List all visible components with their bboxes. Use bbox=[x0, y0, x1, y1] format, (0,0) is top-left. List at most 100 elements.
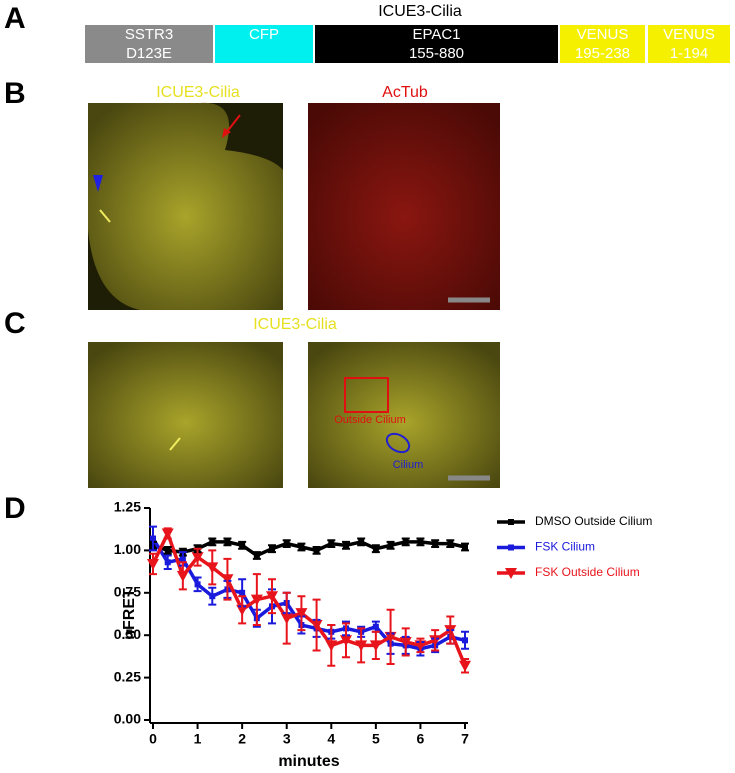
error-bar bbox=[223, 537, 232, 547]
y-axis-label: nFRET bbox=[121, 588, 138, 640]
error-bar bbox=[416, 537, 425, 547]
error-bar bbox=[193, 547, 202, 567]
chart: 0.00 0.25 0.50 0.75 1.00 1.25 0 1 2 3 4 5 6 7 nFRET min… bbox=[114, 499, 653, 771]
error-bar bbox=[208, 586, 217, 606]
image-title: ICUE3-Cilia bbox=[156, 84, 240, 101]
construct: SSTR3 D123E CFP EPAC1 155-880 VENUS 195-238 VEN… bbox=[85, 25, 730, 63]
error-bar bbox=[431, 539, 440, 549]
error-bar bbox=[163, 554, 172, 571]
panel-label: C bbox=[4, 307, 26, 340]
error-bar bbox=[446, 615, 455, 645]
error-bar bbox=[297, 542, 306, 552]
segment-label: EPAC1 bbox=[412, 26, 460, 43]
panel-label: A bbox=[4, 2, 26, 35]
error-bar bbox=[268, 544, 277, 554]
error-bar bbox=[297, 595, 306, 632]
x-tick-label: 3 bbox=[283, 731, 291, 747]
error-bar bbox=[357, 627, 366, 664]
micrograph bbox=[308, 342, 500, 488]
micrograph-dark bbox=[88, 102, 283, 310]
error-bar bbox=[461, 657, 469, 674]
arrowhead bbox=[93, 175, 103, 192]
error-bar bbox=[386, 608, 395, 666]
segment-label: 1-194 bbox=[670, 45, 708, 62]
error-bar bbox=[312, 598, 321, 652]
micrograph bbox=[88, 342, 283, 488]
x-tick-label: 6 bbox=[417, 731, 425, 747]
panel-label: D bbox=[4, 492, 26, 525]
error-bar bbox=[371, 630, 380, 660]
x-tick-label: 7 bbox=[461, 731, 469, 747]
construct-segment bbox=[560, 25, 645, 63]
error-bar bbox=[401, 537, 410, 547]
error-bar bbox=[282, 591, 291, 645]
error-bar bbox=[208, 537, 217, 547]
x-axis-label: minutes bbox=[278, 753, 339, 770]
legend-label: DMSO Outside Cilium bbox=[535, 514, 652, 528]
x-tick-label: 5 bbox=[372, 731, 380, 747]
x-tick-label: 4 bbox=[327, 731, 335, 747]
cilium bbox=[99, 209, 111, 223]
error-bar bbox=[223, 557, 232, 601]
error-bar bbox=[238, 540, 247, 550]
y-tick-label: 1.00 bbox=[114, 541, 141, 557]
segment-label: 195-238 bbox=[575, 45, 630, 62]
error-bar bbox=[446, 539, 455, 549]
error-bar bbox=[386, 540, 395, 550]
error-bar bbox=[163, 546, 172, 555]
micrograph bbox=[308, 103, 500, 310]
y-tick-label: 0.00 bbox=[114, 711, 141, 727]
error-bar bbox=[268, 578, 277, 615]
roi-outline bbox=[385, 432, 411, 454]
legend-marker bbox=[508, 544, 514, 551]
x-tick-label: 1 bbox=[194, 731, 202, 747]
construct-segment bbox=[85, 25, 213, 63]
legend-marker bbox=[508, 519, 514, 525]
error-bar bbox=[149, 552, 157, 576]
error-bar bbox=[149, 525, 157, 552]
roi-box bbox=[344, 377, 389, 413]
legend-label: FSK Cilium bbox=[535, 540, 595, 554]
segment-label: D123E bbox=[126, 45, 172, 62]
construct-segment bbox=[648, 25, 730, 63]
image-title: AcTub bbox=[382, 84, 428, 101]
construct-segment bbox=[315, 25, 558, 63]
series-line bbox=[152, 540, 466, 558]
error-bar bbox=[461, 542, 469, 552]
arrowhead bbox=[222, 128, 231, 138]
panel-label: B bbox=[4, 77, 26, 110]
error-bar bbox=[193, 576, 202, 593]
error-bar bbox=[461, 630, 469, 650]
image-title: ICUE3-Cilia bbox=[253, 316, 337, 333]
legend-label: FSK Outside Cilium bbox=[535, 565, 640, 579]
segment-label: SSTR3 bbox=[125, 26, 173, 43]
error-bar bbox=[341, 622, 350, 659]
x-tick-label: 0 bbox=[149, 731, 157, 747]
error-bar bbox=[252, 551, 261, 560]
y-tick-label: 0.50 bbox=[114, 626, 141, 642]
error-bar bbox=[327, 624, 336, 667]
error-bar bbox=[208, 549, 217, 586]
roi-label: Cilium bbox=[393, 459, 424, 471]
arrow bbox=[225, 114, 241, 134]
segment-label: VENUS bbox=[577, 26, 629, 43]
error-bar bbox=[416, 637, 425, 654]
error-bar bbox=[312, 546, 321, 555]
x-tick-label: 2 bbox=[238, 731, 246, 747]
error-bar bbox=[238, 595, 247, 625]
series-line bbox=[151, 537, 466, 651]
error-bar bbox=[371, 544, 380, 554]
construct-title: ICUE3-Cilia bbox=[378, 3, 462, 20]
error-bar bbox=[252, 573, 261, 627]
error-bar bbox=[341, 540, 350, 550]
segment-label: CFP bbox=[249, 26, 279, 43]
error-bar bbox=[163, 527, 172, 540]
error-bar bbox=[401, 627, 410, 657]
series-line bbox=[151, 528, 467, 667]
y-tick-label: 0.25 bbox=[114, 668, 141, 684]
segment-label: 155-880 bbox=[409, 45, 464, 62]
error-bar bbox=[357, 537, 366, 547]
cilium bbox=[169, 437, 181, 451]
y-tick-label: 0.75 bbox=[114, 584, 141, 600]
